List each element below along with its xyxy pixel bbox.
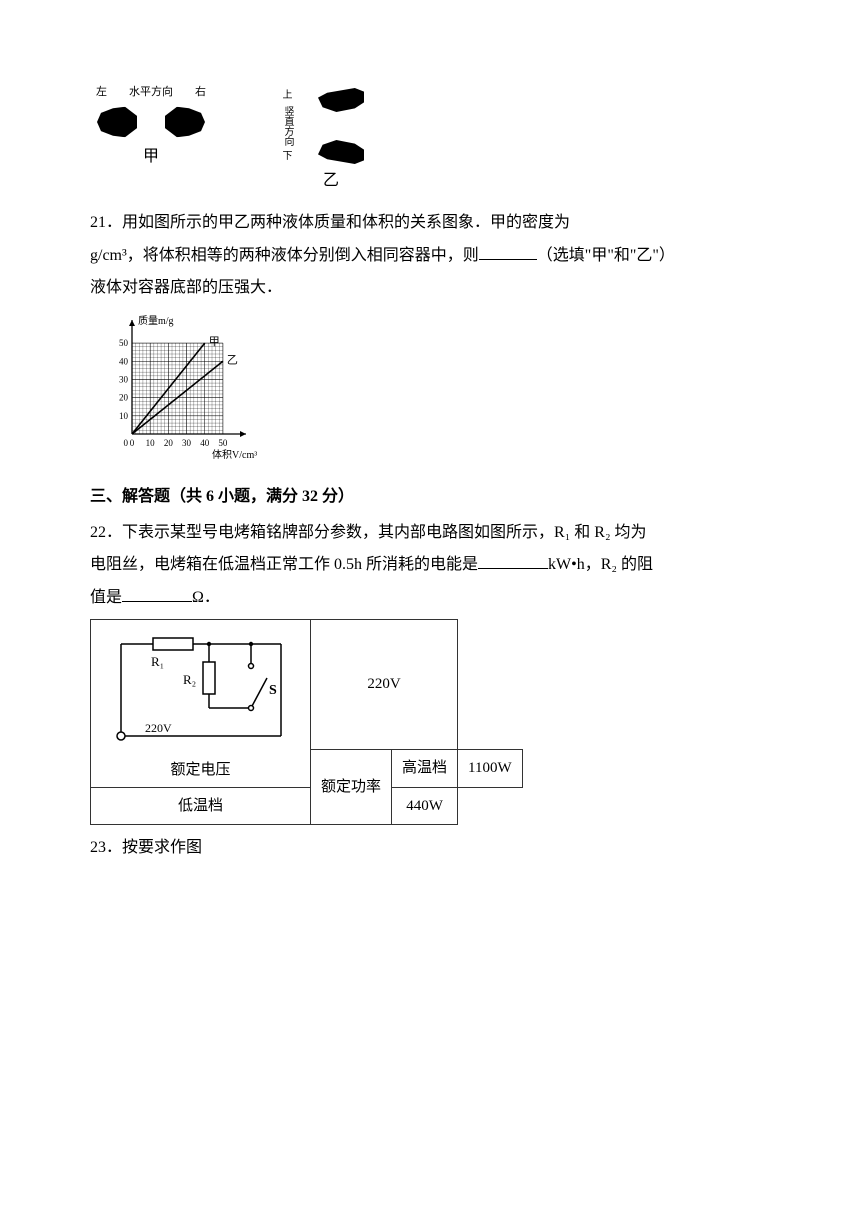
question-22-line2: 电阻丝，电烤箱在低温档正常工作 0.5h 所消耗的电能是 kW•h，R₂ 的阻 xyxy=(90,550,770,580)
svg-text:50: 50 xyxy=(218,438,228,448)
svg-text:R₁: R₁ xyxy=(151,654,164,669)
hands-horizontal-diagram: 左 右 水平方向 xyxy=(96,90,206,138)
high-temp-label: 高温档 xyxy=(392,750,458,788)
hand-top-icon xyxy=(318,88,364,112)
blank-fill-3[interactable] xyxy=(122,586,192,602)
q22-number: 22． xyxy=(90,524,122,541)
figure-jia: 左 右 水平方向 甲 xyxy=(96,90,206,196)
label-top: 上 xyxy=(282,90,293,101)
hand-left-icon xyxy=(97,107,137,138)
q22-text4: 值是 xyxy=(90,589,122,606)
svg-text:质量m/g: 质量m/g xyxy=(138,315,174,327)
svg-text:甲: 甲 xyxy=(209,336,220,348)
label-vertical-direction: 竖直方向 xyxy=(282,106,293,146)
circuit-cell: R₁ R₂ S 220V 额定电压 xyxy=(91,620,311,788)
svg-text:40: 40 xyxy=(200,438,210,448)
caption-yi: 乙 xyxy=(323,166,339,196)
question-20-figures: 左 右 水平方向 甲 上 竖直方向 下 乙 xyxy=(96,90,770,196)
question-22-table: R₁ R₂ S 220V 额定电压 220V 额定功率 高温档 1100W 低温档 4… xyxy=(90,619,770,825)
svg-text:220V: 220V xyxy=(145,721,172,735)
low-temp-value: 440W xyxy=(392,787,458,825)
svg-text:30: 30 xyxy=(119,374,129,384)
q21-text1: 用如图所示的甲乙两种液体质量和体积的关系图象．甲的密度为 xyxy=(122,214,570,231)
q22-text3: kW•h，R₂ 的阻 xyxy=(548,556,653,573)
hands-vertical-diagram: 上 竖直方向 下 xyxy=(296,90,366,162)
svg-text:20: 20 xyxy=(119,392,129,402)
q22-text5: Ω． xyxy=(192,589,220,606)
rated-power-label: 额定功率 xyxy=(311,750,392,825)
high-temp-value: 1100W xyxy=(458,750,523,788)
question-21-line2: g/cm³，将体积相等的两种液体分别倒入相同容器中，则 （选填"甲"和"乙"） xyxy=(90,241,770,271)
label-horizontal-direction: 水平方向 xyxy=(96,82,206,103)
q21-text4: 液体对容器底部的压强大． xyxy=(90,279,282,296)
voltage-value-cell: 220V xyxy=(311,620,458,750)
svg-text:S: S xyxy=(269,683,277,698)
q21-text3: （选填"甲"和"乙"） xyxy=(537,247,675,264)
question-21-line1: 21．用如图所示的甲乙两种液体质量和体积的关系图象．甲的密度为 xyxy=(90,208,770,238)
hand-right-icon xyxy=(165,107,205,138)
svg-text:10: 10 xyxy=(119,410,129,420)
circuit-diagram: R₁ R₂ S 220V xyxy=(101,626,301,756)
svg-text:0: 0 xyxy=(130,438,135,448)
q22-text2: 电阻丝，电烤箱在低温档正常工作 0.5h 所消耗的电能是 xyxy=(90,556,478,573)
question-21-line3: 液体对容器底部的压强大． xyxy=(90,273,770,303)
mass-volume-graph: 0 10 20 30 40 50 10 20 30 40 50 0 质量m/g 体积V/cm³ 甲乙 xyxy=(96,312,266,462)
low-temp-label: 低温档 xyxy=(91,787,311,825)
svg-text:20: 20 xyxy=(164,438,174,448)
label-bottom: 下 xyxy=(282,151,293,162)
q23-number: 23． xyxy=(90,839,122,856)
q21-number: 21． xyxy=(90,214,122,231)
caption-jia: 甲 xyxy=(143,142,159,172)
q23-text: 按要求作图 xyxy=(122,839,202,856)
spec-table: R₁ R₂ S 220V 额定电压 220V 额定功率 高温档 1100W 低温档 4… xyxy=(90,619,523,825)
svg-text:50: 50 xyxy=(119,338,129,348)
svg-text:乙: 乙 xyxy=(227,353,238,366)
question-21-graph: 0 10 20 30 40 50 10 20 30 40 50 0 质量m/g 体积V/cm³ 甲乙 xyxy=(96,312,770,462)
q22-text1: 下表示某型号电烤箱铭牌部分参数，其内部电路图如图所示，R₁ 和 R₂ 均为 xyxy=(122,524,647,541)
section-3-title: 三、解答题（共 6 小题，满分 32 分） xyxy=(90,482,770,512)
svg-text:30: 30 xyxy=(182,438,192,448)
svg-text:0: 0 xyxy=(124,438,129,448)
svg-text:40: 40 xyxy=(119,356,129,366)
vertical-end-labels: 上 竖直方向 下 xyxy=(282,90,293,162)
rated-voltage-label: 额定电压 xyxy=(99,756,302,785)
blank-fill-1[interactable] xyxy=(479,244,537,260)
q21-text2: g/cm³，将体积相等的两种液体分别倒入相同容器中，则 xyxy=(90,247,479,264)
figure-yi: 上 竖直方向 下 乙 xyxy=(296,90,366,196)
svg-text:体积V/cm³: 体积V/cm³ xyxy=(212,449,257,461)
hand-bottom-icon xyxy=(318,140,364,164)
svg-text:R₂: R₂ xyxy=(183,672,196,687)
svg-text:10: 10 xyxy=(146,438,156,448)
question-22-line3: 值是 Ω． xyxy=(90,583,770,613)
blank-fill-2[interactable] xyxy=(478,553,548,569)
question-22-line1: 22．下表示某型号电烤箱铭牌部分参数，其内部电路图如图所示，R₁ 和 R₂ 均为 xyxy=(90,518,770,548)
question-23: 23．按要求作图 xyxy=(90,833,770,863)
